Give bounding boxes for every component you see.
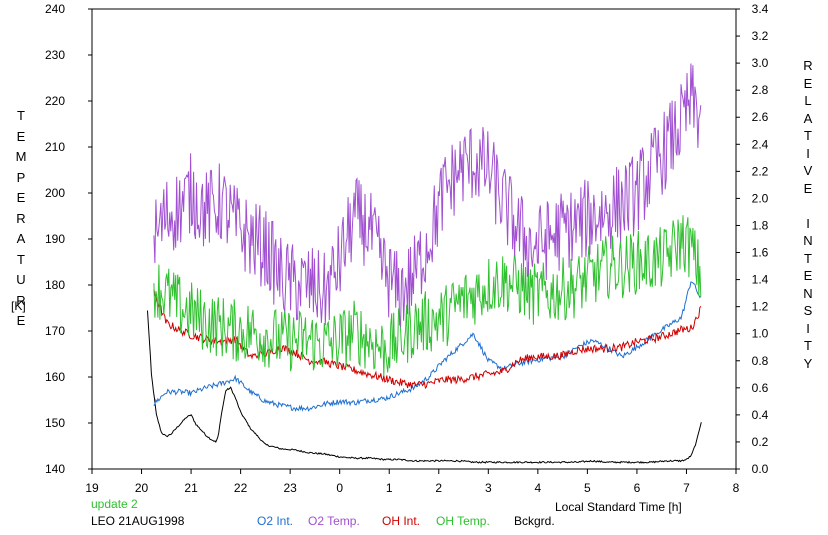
station-label: LEO 21AUG1998 bbox=[91, 514, 185, 528]
left-tick-label: 200 bbox=[45, 186, 65, 200]
axis-title-letter: T bbox=[17, 108, 25, 123]
x-axis-label: Local Standard Time [h] bbox=[555, 500, 682, 514]
x-tick-label: 4 bbox=[535, 481, 542, 495]
right-tick-label: 0.2 bbox=[752, 435, 769, 449]
axis-title-letter: P bbox=[16, 169, 26, 185]
axis-title-letter: L bbox=[804, 93, 812, 108]
legend-oh-int: OH Int. bbox=[382, 514, 421, 528]
right-tick-label: 1.8 bbox=[752, 218, 769, 232]
x-tick-label: 6 bbox=[634, 481, 641, 495]
right-tick-label: 1.2 bbox=[752, 300, 769, 314]
axis-title-letter: E bbox=[803, 75, 813, 91]
axis-title-letter: S bbox=[803, 303, 813, 318]
axis-title-letter: Y bbox=[803, 355, 813, 371]
axis-title-letter: E bbox=[803, 180, 813, 196]
right-tick-label: 0.4 bbox=[752, 408, 769, 422]
right-tick-label: 3.2 bbox=[752, 29, 769, 43]
axis-title-letter: E bbox=[16, 128, 26, 144]
right-tick-label: 0.0 bbox=[752, 462, 769, 476]
axis-title-letter: R bbox=[16, 292, 26, 308]
x-tick-label: 1 bbox=[386, 481, 393, 495]
legend-oh-temp: OH Temp. bbox=[436, 514, 490, 528]
x-tick-label: 23 bbox=[283, 481, 297, 495]
series-bckgrd bbox=[147, 310, 702, 464]
x-tick-label: 19 bbox=[85, 481, 99, 495]
left-tick-label: 220 bbox=[45, 94, 65, 108]
series-group bbox=[147, 63, 702, 464]
left-axis-unit: [K] bbox=[11, 299, 26, 313]
right-tick-label: 1.4 bbox=[752, 273, 769, 287]
axis-title-letter: E bbox=[803, 268, 813, 283]
axis-title-letter: N bbox=[803, 285, 813, 301]
left-tick-label: 190 bbox=[45, 232, 65, 246]
x-tick-label: 22 bbox=[234, 481, 248, 495]
right-tick-label: 0.8 bbox=[752, 354, 769, 368]
axis-title-letter: T bbox=[804, 338, 812, 353]
axis-title-letter: T bbox=[804, 128, 812, 143]
right-tick-label: 1.0 bbox=[752, 327, 769, 341]
right-tick-label: 1.6 bbox=[752, 246, 769, 260]
axis-title-letter: T bbox=[804, 250, 812, 266]
right-tick-label: 2.0 bbox=[752, 191, 769, 205]
legend-o2-temp: O2 Temp. bbox=[308, 514, 360, 528]
x-tick-label: 2 bbox=[435, 481, 442, 495]
left-tick-label: 140 bbox=[45, 462, 65, 476]
series-o2-int bbox=[153, 281, 702, 412]
series-oh-temp bbox=[153, 215, 702, 377]
axis-title-letter: A bbox=[803, 110, 813, 126]
right-tick-label: 2.4 bbox=[752, 137, 769, 151]
axis-title-letter: R bbox=[803, 58, 813, 73]
axis-title-letter: M bbox=[15, 149, 27, 164]
x-tick-label: 20 bbox=[135, 481, 149, 495]
legend-bckgrd: Bckgrd. bbox=[514, 514, 555, 528]
axis-title-letter: I bbox=[806, 215, 810, 231]
x-tick-label: 5 bbox=[584, 481, 591, 495]
axis-title-letter: R bbox=[16, 210, 26, 226]
right-tick-label: 2.6 bbox=[752, 110, 769, 124]
series-o2-temp bbox=[153, 63, 702, 328]
left-tick-label: 210 bbox=[45, 140, 65, 154]
axis-title-letter: I bbox=[806, 320, 810, 336]
x-tick-label: 8 bbox=[733, 481, 740, 495]
left-tick-label: 230 bbox=[45, 48, 65, 62]
axis-title-letter bbox=[801, 197, 815, 215]
right-tick-label: 3.4 bbox=[752, 2, 769, 16]
axis-title-letter: N bbox=[803, 233, 813, 248]
legend-o2-int: O2 Int. bbox=[257, 514, 294, 528]
right-tick-label: 2.8 bbox=[752, 83, 769, 97]
axis-title-letter: V bbox=[803, 163, 813, 178]
axis-title-letter: I bbox=[806, 145, 810, 161]
axis-title-letter: E bbox=[16, 190, 26, 205]
axis-title-letter: A bbox=[16, 231, 26, 246]
right-tick-label: 3.0 bbox=[752, 56, 769, 70]
left-tick-label: 170 bbox=[45, 324, 65, 338]
axis-title-letter: U bbox=[16, 272, 26, 287]
axis-title-letter: E bbox=[16, 313, 26, 328]
series-oh-int bbox=[153, 289, 702, 390]
right-tick-label: 2.2 bbox=[752, 164, 769, 178]
x-tick-label: 0 bbox=[336, 481, 343, 495]
axis-title-letter: T bbox=[17, 251, 25, 267]
x-tick-label: 7 bbox=[683, 481, 690, 495]
x-tick-label: 21 bbox=[184, 481, 198, 495]
left-tick-label: 180 bbox=[45, 278, 65, 292]
tick-marks: 1401501601701801902002102202302400.00.20… bbox=[45, 2, 769, 495]
left-tick-label: 240 bbox=[45, 2, 65, 16]
update-label: update 2 bbox=[91, 497, 138, 511]
x-tick-label: 3 bbox=[485, 481, 492, 495]
left-tick-label: 160 bbox=[45, 370, 65, 384]
right-tick-label: 0.6 bbox=[752, 381, 769, 395]
left-tick-label: 150 bbox=[45, 416, 65, 430]
